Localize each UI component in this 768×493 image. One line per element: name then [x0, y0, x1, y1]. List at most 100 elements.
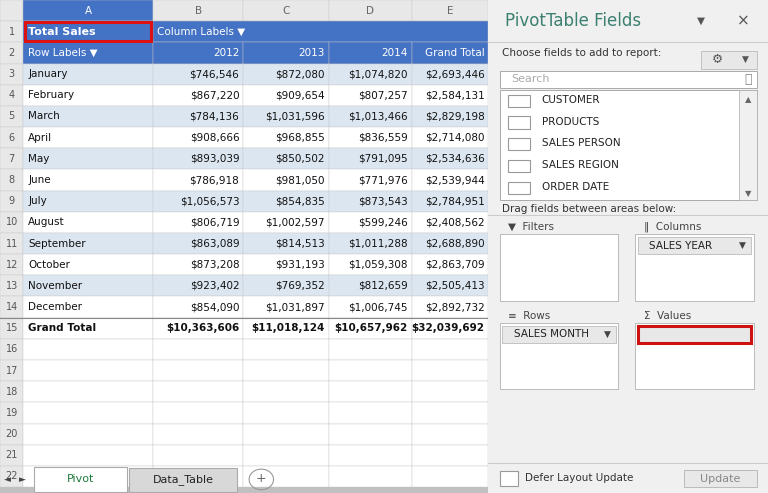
Bar: [153, 127, 243, 148]
Text: C: C: [283, 5, 290, 16]
Bar: [329, 191, 412, 212]
Bar: [329, 339, 412, 360]
Text: Total Sales: Total Sales: [28, 27, 96, 37]
Text: 17: 17: [5, 366, 18, 376]
Text: $2,784,951: $2,784,951: [425, 196, 485, 206]
Bar: [24, 191, 153, 212]
Bar: [24, 21, 153, 42]
Bar: [243, 317, 329, 339]
Bar: [24, 212, 153, 233]
Text: $814,513: $814,513: [275, 239, 325, 248]
Text: 16: 16: [5, 345, 18, 354]
Bar: [508, 182, 531, 194]
Text: 14: 14: [5, 302, 18, 312]
Bar: [0, 296, 24, 317]
Bar: [243, 296, 329, 317]
Text: B: B: [194, 5, 202, 16]
Bar: [329, 254, 412, 275]
Text: $786,918: $786,918: [190, 175, 240, 185]
Bar: [35, 467, 127, 492]
Text: $2,539,944: $2,539,944: [425, 175, 485, 185]
Bar: [0, 466, 24, 487]
Text: E: E: [447, 5, 453, 16]
Bar: [153, 402, 243, 423]
Text: ►: ►: [18, 475, 25, 484]
Text: ◄: ◄: [4, 475, 11, 484]
Text: July: July: [28, 196, 47, 206]
Bar: [24, 127, 153, 148]
Text: 4: 4: [8, 90, 15, 100]
Bar: [24, 381, 153, 402]
Text: May: May: [28, 154, 50, 164]
Bar: [329, 296, 412, 317]
Text: PRODUCTS: PRODUCTS: [541, 116, 599, 127]
Bar: [25, 22, 151, 41]
Text: Choose fields to add to report:: Choose fields to add to report:: [502, 48, 662, 58]
Text: 2: 2: [8, 48, 15, 58]
Text: $1,056,573: $1,056,573: [180, 196, 240, 206]
Bar: [153, 212, 243, 233]
Bar: [500, 323, 618, 389]
Text: $2,693,446: $2,693,446: [425, 69, 485, 79]
Bar: [0, 317, 24, 339]
Bar: [329, 85, 412, 106]
Bar: [0, 445, 24, 466]
Bar: [153, 423, 243, 445]
Bar: [412, 360, 488, 381]
Bar: [243, 381, 329, 402]
Text: $771,976: $771,976: [358, 175, 408, 185]
Text: $2,584,131: $2,584,131: [425, 90, 485, 100]
Bar: [508, 95, 531, 106]
Bar: [24, 423, 153, 445]
Text: $1,002,597: $1,002,597: [265, 217, 325, 227]
Bar: [24, 42, 153, 64]
Text: SALES REGION: SALES REGION: [541, 160, 618, 170]
Text: ‖  Columns: ‖ Columns: [644, 221, 701, 232]
Bar: [24, 466, 153, 487]
Text: D: D: [366, 5, 374, 16]
Text: $769,352: $769,352: [275, 281, 325, 291]
Text: ≡  Rows: ≡ Rows: [508, 311, 550, 320]
Text: February: February: [28, 90, 74, 100]
Bar: [412, 42, 488, 64]
Text: $872,080: $872,080: [275, 69, 325, 79]
Bar: [153, 360, 243, 381]
Bar: [24, 64, 153, 85]
Text: Update: Update: [700, 474, 740, 484]
Bar: [329, 466, 412, 487]
Bar: [243, 360, 329, 381]
Text: January: January: [28, 69, 68, 79]
Text: September: September: [28, 239, 86, 248]
Text: $10,363,606: $10,363,606: [166, 323, 240, 333]
Bar: [153, 0, 243, 21]
Text: $2,714,080: $2,714,080: [425, 133, 485, 142]
Text: December: December: [28, 302, 82, 312]
Bar: [0, 64, 24, 85]
Text: $2,534,636: $2,534,636: [425, 154, 485, 164]
Text: ▼: ▼: [742, 55, 749, 64]
Text: ×: ×: [737, 14, 750, 29]
Text: 2013: 2013: [299, 48, 325, 58]
Bar: [329, 423, 412, 445]
Bar: [412, 233, 488, 254]
Bar: [153, 42, 243, 64]
Bar: [0, 85, 24, 106]
Text: $2,829,198: $2,829,198: [425, 111, 485, 121]
Bar: [329, 42, 412, 64]
Bar: [24, 85, 153, 106]
Bar: [412, 127, 488, 148]
Bar: [243, 148, 329, 170]
Text: SALES YEAR: SALES YEAR: [649, 241, 712, 250]
Bar: [329, 127, 412, 148]
Bar: [153, 296, 243, 317]
Bar: [153, 64, 243, 85]
Bar: [153, 21, 488, 42]
Text: $909,654: $909,654: [275, 90, 325, 100]
Text: 12: 12: [5, 260, 18, 270]
Text: A: A: [84, 5, 91, 16]
Bar: [635, 234, 754, 301]
Bar: [243, 106, 329, 127]
Bar: [329, 445, 412, 466]
Text: Column Labels ▼: Column Labels ▼: [157, 27, 245, 37]
Text: $2,892,732: $2,892,732: [425, 302, 485, 312]
